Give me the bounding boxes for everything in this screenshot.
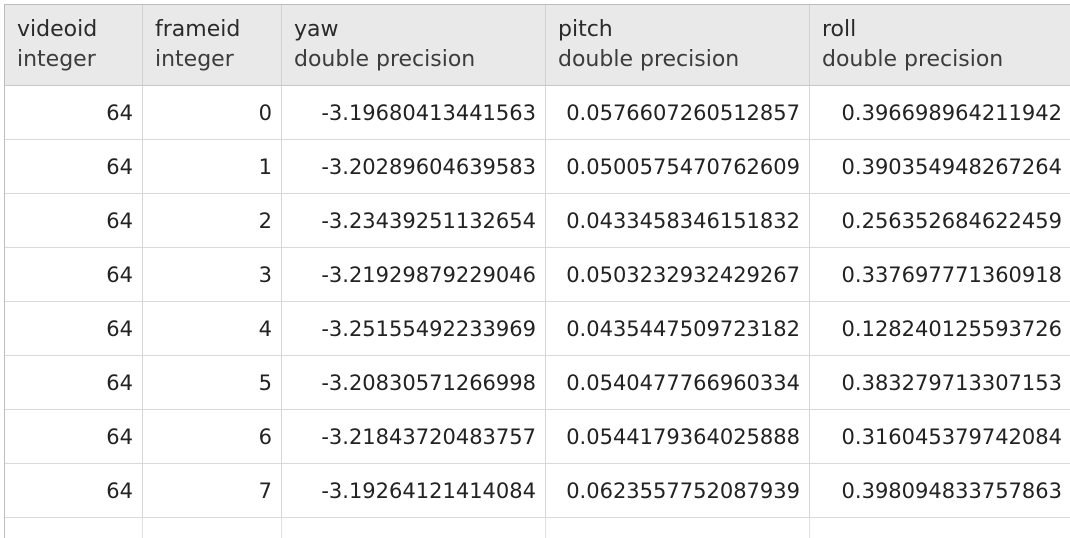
- frameid-cell[interactable]: 7: [143, 464, 282, 517]
- column-name: pitch: [558, 17, 613, 42]
- videoid-cell[interactable]: 64: [5, 86, 143, 139]
- column-type: double precision: [558, 47, 740, 72]
- videoid-cell[interactable]: 64: [5, 302, 143, 355]
- frameid-cell[interactable]: 2: [143, 194, 282, 247]
- empty-cell: [282, 518, 546, 538]
- yaw-cell[interactable]: -3.20289604639583: [282, 140, 546, 193]
- yaw-cell[interactable]: -3.25155492233969: [282, 302, 546, 355]
- column-type: double precision: [822, 47, 1004, 72]
- pitch-cell[interactable]: 0.0540477766960334: [546, 356, 810, 409]
- partially-visible-row: [5, 518, 1070, 538]
- results-grid: videoid integer frameid integer yaw doub…: [4, 4, 1070, 538]
- table-row[interactable]: 64 4 -3.25155492233969 0.043544750972318…: [5, 302, 1070, 356]
- column-name: videoid: [17, 17, 98, 42]
- pitch-cell[interactable]: 0.0576607260512857: [546, 86, 810, 139]
- frameid-cell[interactable]: 4: [143, 302, 282, 355]
- table-row[interactable]: 64 1 -3.20289604639583 0.050057547076260…: [5, 140, 1070, 194]
- pitch-cell[interactable]: 0.0544179364025888: [546, 410, 810, 463]
- empty-cell: [5, 518, 143, 538]
- videoid-cell[interactable]: 64: [5, 464, 143, 517]
- yaw-cell[interactable]: -3.21843720483757: [282, 410, 546, 463]
- pitch-cell[interactable]: 0.0623557752087939: [546, 464, 810, 517]
- column-header-yaw[interactable]: yaw double precision: [282, 5, 546, 85]
- yaw-cell[interactable]: -3.23439251132654: [282, 194, 546, 247]
- empty-cell: [143, 518, 282, 538]
- pitch-cell[interactable]: 0.0433458346151832: [546, 194, 810, 247]
- videoid-cell[interactable]: 64: [5, 356, 143, 409]
- pitch-cell[interactable]: 0.0435447509723182: [546, 302, 810, 355]
- table-row[interactable]: 64 6 -3.21843720483757 0.054417936402588…: [5, 410, 1070, 464]
- roll-cell[interactable]: 0.316045379742084: [841, 424, 1062, 449]
- roll-cell[interactable]: 0.337697771360918: [841, 262, 1062, 287]
- column-header-frameid[interactable]: frameid integer: [143, 5, 282, 85]
- column-type: integer: [17, 47, 96, 72]
- yaw-cell[interactable]: -3.21929879229046: [282, 248, 546, 301]
- yaw-cell[interactable]: -3.19680413441563: [282, 86, 546, 139]
- column-name: frameid: [155, 17, 241, 42]
- column-name: yaw: [294, 17, 339, 42]
- roll-cell[interactable]: 0.398094833757863: [841, 478, 1062, 503]
- column-header-roll[interactable]: roll double precision: [810, 5, 1070, 85]
- empty-cell: [810, 518, 1070, 538]
- roll-cell[interactable]: 0.128240125593726: [841, 316, 1062, 341]
- videoid-cell[interactable]: 64: [5, 140, 143, 193]
- roll-cell[interactable]: 0.256352684622459: [841, 208, 1062, 233]
- header-row: videoid integer frameid integer yaw doub…: [5, 5, 1070, 86]
- frameid-cell[interactable]: 0: [143, 86, 282, 139]
- yaw-cell[interactable]: -3.20830571266998: [282, 356, 546, 409]
- videoid-cell[interactable]: 64: [5, 248, 143, 301]
- roll-cell[interactable]: 0.383279713307153: [841, 370, 1062, 395]
- table-row[interactable]: 64 3 -3.21929879229046 0.050323293242926…: [5, 248, 1070, 302]
- table-row[interactable]: 64 7 -3.19264121414084 0.062355775208793…: [5, 464, 1070, 518]
- pitch-cell[interactable]: 0.0500575470762609: [546, 140, 810, 193]
- frameid-cell[interactable]: 3: [143, 248, 282, 301]
- videoid-cell[interactable]: 64: [5, 410, 143, 463]
- roll-cell[interactable]: 0.390354948267264: [841, 154, 1062, 179]
- table-row[interactable]: 64 2 -3.23439251132654 0.043345834615183…: [5, 194, 1070, 248]
- yaw-cell[interactable]: -3.19264121414084: [282, 464, 546, 517]
- table-row[interactable]: 64 5 -3.20830571266998 0.054047776696033…: [5, 356, 1070, 410]
- frameid-cell[interactable]: 1: [143, 140, 282, 193]
- column-header-pitch[interactable]: pitch double precision: [546, 5, 810, 85]
- column-type: integer: [155, 47, 234, 72]
- pitch-cell[interactable]: 0.0503232932429267: [546, 248, 810, 301]
- frameid-cell[interactable]: 6: [143, 410, 282, 463]
- column-name: roll: [822, 17, 857, 42]
- table-row[interactable]: 64 0 -3.19680413441563 0.057660726051285…: [5, 86, 1070, 140]
- column-type: double precision: [294, 47, 476, 72]
- frameid-cell[interactable]: 5: [143, 356, 282, 409]
- videoid-cell[interactable]: 64: [5, 194, 143, 247]
- empty-cell: [546, 518, 810, 538]
- roll-cell[interactable]: 0.396698964211942: [841, 100, 1062, 125]
- column-header-videoid[interactable]: videoid integer: [5, 5, 143, 85]
